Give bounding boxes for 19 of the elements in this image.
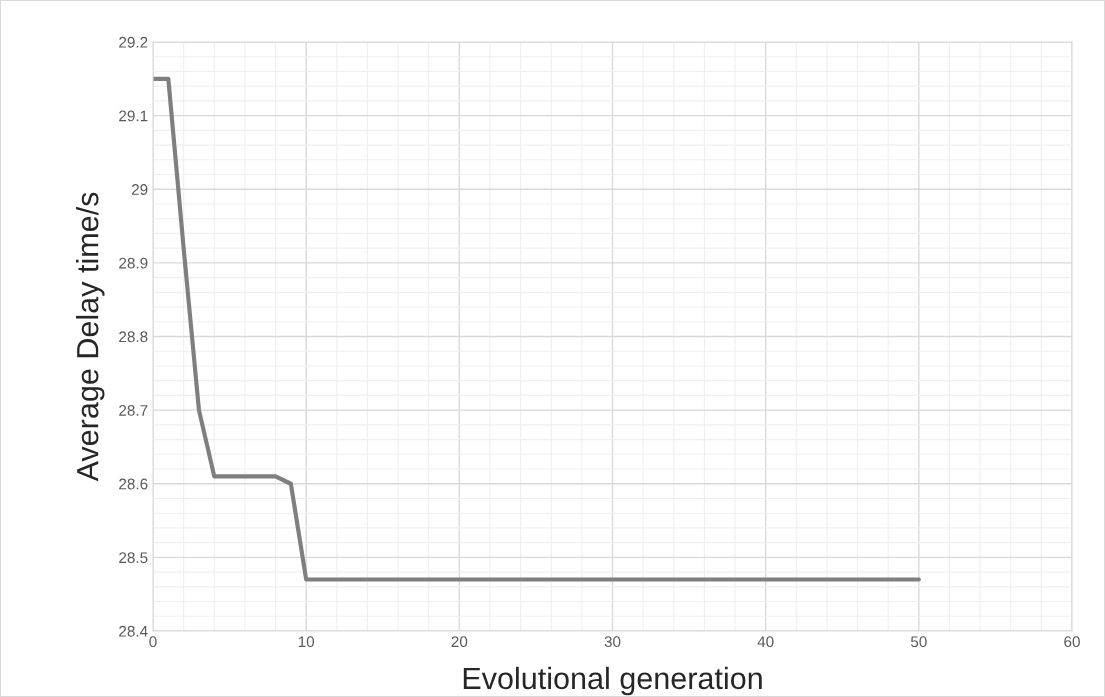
x-tick-label: 40 [757, 636, 774, 648]
y-tick-label: 28.8 [119, 331, 148, 343]
x-tick-label: 60 [1064, 636, 1080, 648]
y-tick-label: 29.2 [119, 36, 148, 48]
y-tick-label: 28.9 [119, 257, 148, 269]
x-axis-title: Evolutional generation [463, 666, 762, 696]
y-tick-label: 28.7 [119, 404, 148, 416]
y-tick-label: 28.5 [119, 552, 148, 564]
x-tick-label: 0 [149, 636, 157, 648]
x-tick-label: 50 [910, 636, 927, 648]
y-axis-title: Average Delay time/s [76, 192, 105, 482]
y-tick-label: 29 [131, 184, 148, 195]
line-series [153, 76, 921, 582]
x-tick-label: 20 [451, 636, 468, 648]
y-tick-label: 28.4 [119, 625, 148, 637]
y-tick-label: 28.6 [119, 478, 148, 490]
x-tick-label: 30 [604, 636, 621, 648]
y-tick-label: 29.1 [119, 110, 148, 122]
x-tick-label: 10 [298, 636, 315, 648]
